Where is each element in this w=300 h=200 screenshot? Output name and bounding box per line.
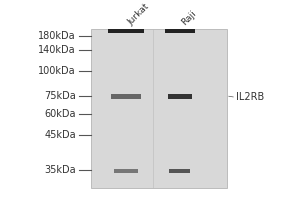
Bar: [108, 29, 144, 33]
Text: 100kDa: 100kDa: [38, 66, 76, 76]
Bar: [169, 169, 190, 173]
Bar: [114, 169, 138, 173]
Bar: [168, 94, 192, 99]
Text: 45kDa: 45kDa: [44, 130, 76, 140]
Text: 140kDa: 140kDa: [38, 45, 76, 55]
Text: Jurkat: Jurkat: [126, 2, 151, 27]
Bar: [165, 29, 195, 33]
Bar: [111, 94, 141, 99]
Text: 180kDa: 180kDa: [38, 31, 76, 41]
Text: IL2RB: IL2RB: [236, 92, 264, 102]
Bar: [91, 29, 227, 188]
Text: 75kDa: 75kDa: [44, 91, 76, 101]
Text: 35kDa: 35kDa: [44, 165, 76, 175]
Text: Raji: Raji: [180, 9, 198, 27]
Text: 60kDa: 60kDa: [44, 109, 76, 119]
